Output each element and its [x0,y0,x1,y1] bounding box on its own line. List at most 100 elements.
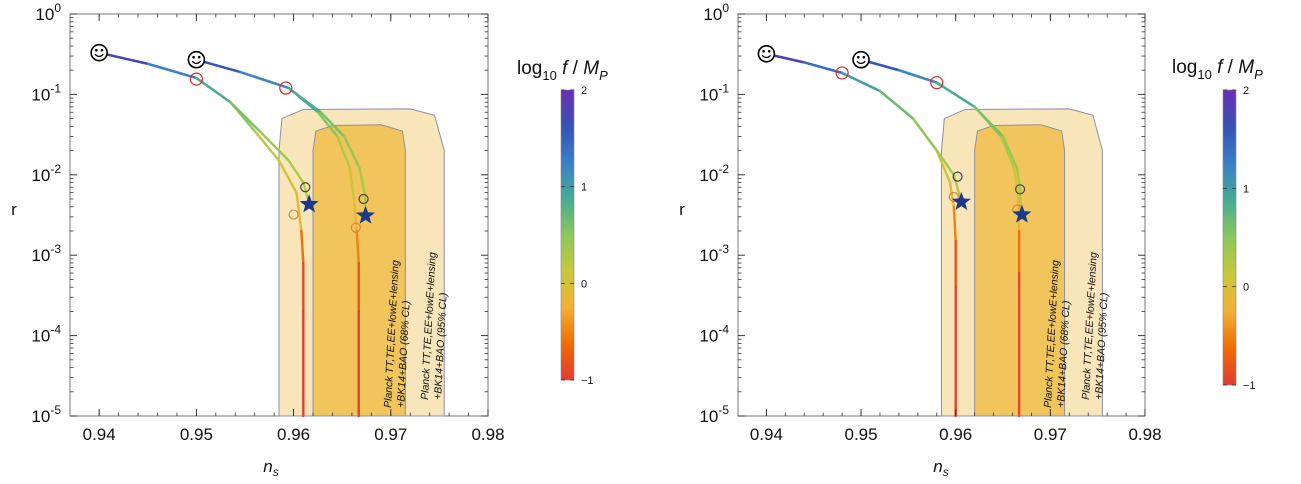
curve-segment [295,191,303,233]
colorbar-gradient [1222,89,1237,386]
curve-segment [287,86,322,114]
region-95-label-line2: +BK14+BAO (95% CL) [1093,292,1111,400]
curve-segment [999,135,1016,170]
curve-segment [229,100,261,133]
curve-segment [277,159,298,194]
right-colorbar: log10 f / MP 2 1 0 −1 [1172,57,1263,392]
colorbar-tick-label: −1 [581,375,594,387]
circle-marker [835,66,849,80]
markers [757,44,1032,223]
smiley-marker [757,44,776,63]
curve-segment [935,149,956,177]
x-tick-label: 0.96 [939,425,972,444]
colorbar-tick-label: 2 [581,85,587,97]
curve-segment [911,117,938,152]
colorbar-gradient [560,89,575,381]
smiley-marker [90,43,108,62]
curve-segment [253,129,281,162]
curve-segment [355,229,360,265]
curve-segment [358,167,366,194]
x-tick-label: 0.97 [1034,425,1067,444]
curve-0 [765,52,957,418]
curve-segment [1013,167,1020,201]
curve-segment [258,129,290,162]
curve-segment [300,229,305,265]
circle-marker [930,76,944,90]
star-marker [951,191,971,210]
colorbar-tick-label: 1 [581,182,587,194]
y-axis-label: r [11,200,17,219]
x-tick-label: 0.97 [374,425,407,444]
circle-marker [952,171,963,182]
curve-segment [973,105,1005,138]
region-95-label-line2: +BK14+BAO (95% CL) [432,292,450,400]
circle-marker [358,193,369,205]
left-plot: 0.94 0.95 0.96 0.97 0.98 100 10-1 10-2 10-3 10-4 1… [11,1,504,479]
region-68-label-line2: +BK14+BAO (68% CL) [1055,300,1073,408]
circle-marker [288,209,299,220]
curve-segment [952,205,957,243]
circle-marker [300,182,311,193]
x-axis-label: ns [933,457,948,479]
axes: 0.94 0.95 0.96 0.97 0.98 100 10-1 10-2 10-3 10-4 1… [31,1,504,444]
curve-segment [336,135,352,170]
curve-segment [935,81,976,109]
curve-segment [319,111,346,138]
curve-segment [287,159,305,184]
circle-marker [279,81,293,95]
axes: 0.94 0.95 0.96 0.97 0.98 100 10-1 10-2 10-3 10-4 1… [699,1,1161,444]
star-marker [299,194,319,213]
colorbar-title: log10 f / MP [1172,57,1263,82]
y-tick-label: 10-5 [31,403,61,426]
y-tick-label: 10-3 [31,242,61,265]
y-tick-label: 10-1 [31,81,61,104]
x-tick-label: 0.96 [277,425,310,444]
curve-segment [238,70,290,90]
colorbar-ticks: 2 1 0 −1 [1223,85,1256,392]
x-tick-label: 0.95 [844,425,877,444]
x-tick-label: 0.98 [1128,425,1161,444]
model-curves [765,52,1023,418]
colorbar-tick-label: 1 [1243,183,1249,195]
y-tick-label: 10-1 [699,81,729,104]
y-tick-label: 10-2 [31,162,61,185]
curve-1 [97,51,311,204]
y-tick-label: 10-2 [699,162,729,185]
y-tick-label: 10-4 [699,323,729,346]
curve-3 [195,58,368,219]
markers [90,43,376,233]
circle-marker [350,222,361,233]
curve-segment [146,62,198,80]
confidence-regions [941,108,1103,417]
curve-segment [840,71,882,93]
y-tick-label: 10-5 [699,403,729,426]
colorbar-tick-label: 2 [1243,85,1249,97]
curve-1 [765,52,963,204]
model-curves [97,51,368,418]
colorbar-title: log10 f / MP [517,58,608,83]
star-marker [356,205,376,224]
y-tick-label: 10-4 [31,323,61,346]
colorbar-tick-label: 0 [1243,282,1249,294]
colorbar-tick-label: 0 [581,278,587,290]
y-tick-label: 10-3 [699,242,729,265]
curve-segment [342,135,361,170]
x-tick-label: 0.98 [471,425,504,444]
curve-segment [948,181,956,208]
curve-segment [1001,135,1019,170]
region-68-label-line2: +BK14+BAO (68% CL) [395,300,413,408]
y-tick-label: 100 [35,1,61,24]
right-plot: 0.94 0.95 0.96 0.97 0.98 100 10-1 10-2 10-3 10-4 1… [679,1,1161,479]
curve-segment [935,149,952,184]
x-tick-label: 0.95 [180,425,213,444]
curve-segment [878,89,915,120]
smiley-marker [187,50,206,69]
smiley-marker [852,50,870,69]
curve-segment [1016,167,1022,191]
colorbar-ticks: 2 1 0 −1 [561,85,594,387]
left-colorbar: log10 f / MP 2 1 0 −1 [517,58,608,387]
x-axis-label: ns [263,457,278,479]
colorbar-tick-label: −1 [1243,380,1256,392]
star-marker [1012,204,1032,223]
